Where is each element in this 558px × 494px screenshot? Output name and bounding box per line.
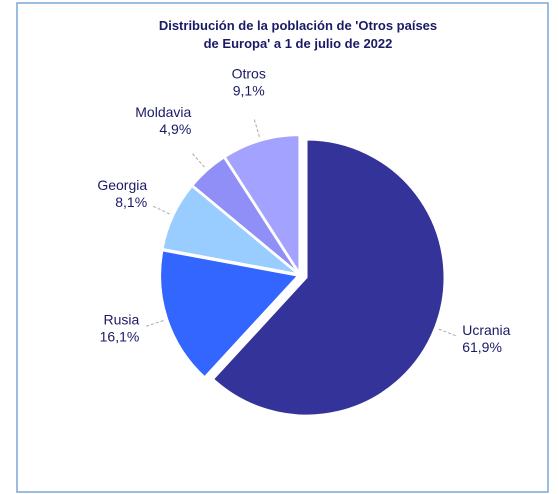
slice-label: Georgia — [97, 177, 147, 193]
slice-label: Otros — [232, 65, 266, 81]
chart-title: de Europa' a 1 de julio de 2022 — [204, 36, 393, 51]
slice-label: Rusia — [104, 312, 140, 328]
leader-line — [151, 205, 170, 215]
slice-label: Ucrania — [462, 322, 510, 338]
pie-slice — [223, 134, 301, 277]
leader-line — [144, 320, 164, 328]
slice-value-label: 4,9% — [159, 121, 191, 137]
slice-value-label: 8,1% — [115, 194, 147, 210]
leader-line — [253, 117, 260, 137]
slice-value-label: 61,9% — [462, 339, 502, 355]
leader-line — [438, 328, 458, 337]
pie-slice — [159, 249, 301, 379]
slice-value-label: 9,1% — [233, 82, 265, 98]
chart-title: Distribución de la población de 'Otros p… — [159, 18, 437, 33]
pie-slice — [211, 138, 446, 417]
slice-value-label: 16,1% — [100, 329, 140, 345]
leader-line — [190, 151, 205, 168]
slice-label: Moldavia — [135, 104, 191, 120]
